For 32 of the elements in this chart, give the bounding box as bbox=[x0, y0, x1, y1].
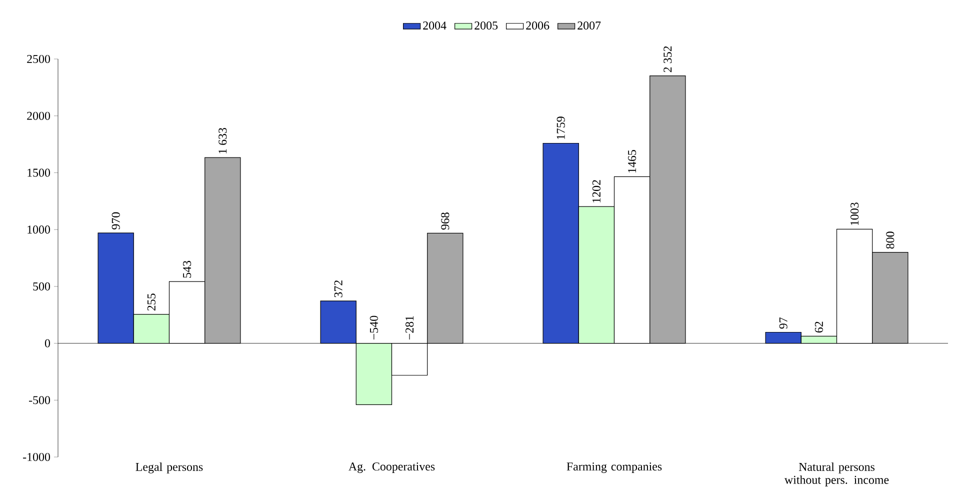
data-label: 372 bbox=[334, 280, 342, 298]
data-label: 970 bbox=[112, 212, 120, 230]
legend-label: 2006 bbox=[526, 21, 550, 30]
data-label: 97 bbox=[779, 317, 788, 329]
x-tick-label: Farming companies bbox=[566, 462, 662, 474]
y-tick-label: 2500 bbox=[27, 54, 50, 64]
data-label: 1202 bbox=[592, 180, 600, 202]
legend-label: 2005 bbox=[474, 21, 498, 30]
x-tick-label: Legal persons bbox=[136, 462, 203, 474]
y-tick-label: 2000 bbox=[27, 112, 50, 120]
y-tick-label: -500 bbox=[29, 396, 50, 404]
legend-label: 2007 bbox=[578, 21, 601, 30]
y-tick-label: 0 bbox=[44, 339, 50, 348]
x-tick-label: Ag. Cooperatives bbox=[348, 462, 435, 474]
data-label: 1003 bbox=[850, 202, 859, 225]
data-label: 1759 bbox=[556, 116, 565, 140]
data-label: 255 bbox=[147, 294, 156, 311]
data-label: 62 bbox=[814, 322, 823, 333]
y-tick-label: 1500 bbox=[28, 168, 50, 177]
data-label: 543 bbox=[183, 260, 192, 278]
data-label: 800 bbox=[886, 232, 894, 249]
y-tick-label: -1000 bbox=[23, 452, 50, 462]
data-label: 1465 bbox=[628, 150, 636, 172]
data-label: 1 633 bbox=[218, 128, 227, 154]
legend-label: 2004 bbox=[423, 21, 446, 30]
data-label: 2 352 bbox=[664, 46, 672, 72]
y-tick-label: 1000 bbox=[28, 226, 50, 234]
data-label: 968 bbox=[441, 212, 450, 230]
data-label: −281 bbox=[406, 316, 414, 340]
data-label: −540 bbox=[370, 316, 378, 340]
x-tick-label: Natural persons without pers. income bbox=[784, 462, 889, 486]
y-tick-label: 500 bbox=[33, 282, 50, 290]
